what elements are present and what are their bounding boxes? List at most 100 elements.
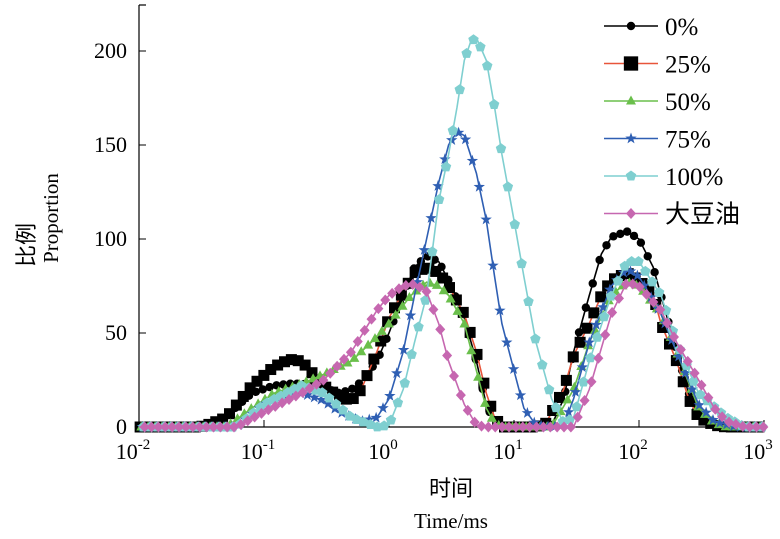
data-point <box>586 376 597 388</box>
legend-label: 75% <box>665 127 711 154</box>
data-point <box>249 411 260 423</box>
data-point <box>675 344 686 356</box>
data-point <box>598 311 610 322</box>
data-point <box>569 386 582 397</box>
data-point <box>485 400 497 412</box>
data-point <box>265 382 274 392</box>
data-point <box>409 267 421 279</box>
data-point <box>480 213 492 225</box>
data-point <box>619 260 630 271</box>
data-point <box>265 364 277 376</box>
legend-marker-diamond-icon <box>626 208 636 219</box>
data-point <box>347 393 359 405</box>
data-point <box>258 369 270 381</box>
data-point <box>244 382 256 394</box>
data-point <box>323 392 335 403</box>
data-point <box>494 304 506 316</box>
data-point <box>643 285 655 297</box>
data-point <box>306 367 318 379</box>
data-point <box>468 34 479 45</box>
data-point <box>376 325 387 335</box>
data-point <box>423 262 435 274</box>
data-point <box>616 229 625 239</box>
data-point <box>235 419 246 431</box>
data-point <box>653 286 665 297</box>
data-point <box>442 349 453 361</box>
data-point <box>581 303 591 312</box>
data-point <box>337 404 349 415</box>
y-tick-label: 50 <box>105 320 127 345</box>
plot-area <box>134 34 769 433</box>
data-point <box>146 421 157 433</box>
data-point <box>224 408 235 420</box>
data-point <box>707 413 719 425</box>
data-point <box>638 279 650 291</box>
data-point <box>602 280 614 292</box>
data-point <box>187 421 198 433</box>
data-point <box>679 367 692 378</box>
data-point <box>210 416 222 428</box>
data-point <box>428 303 439 315</box>
data-point <box>492 415 504 427</box>
data-point <box>461 47 472 58</box>
data-point <box>564 414 575 425</box>
data-point <box>208 421 219 433</box>
data-point <box>457 306 469 318</box>
x-axis-label: Time/ms <box>414 509 488 533</box>
data-point <box>339 353 349 365</box>
data-point <box>497 421 508 433</box>
data-point <box>684 395 696 407</box>
data-point <box>517 421 528 433</box>
data-point <box>669 331 679 343</box>
data-point <box>631 269 644 281</box>
data-point <box>370 333 380 343</box>
data-point <box>391 367 403 379</box>
data-point <box>400 280 411 292</box>
data-point <box>590 318 602 330</box>
data-point <box>751 421 762 433</box>
legend: 0% 25% 50% 75% 100% 大豆油 <box>604 14 740 229</box>
data-point <box>567 351 579 363</box>
data-point <box>363 339 374 349</box>
data-point <box>641 288 652 300</box>
data-point <box>421 286 432 298</box>
data-point <box>438 285 449 295</box>
data-point <box>242 415 253 427</box>
data-point <box>602 241 611 250</box>
data-point <box>311 378 322 390</box>
data-point <box>466 345 477 355</box>
data-point <box>605 290 617 301</box>
data-point <box>153 421 164 433</box>
data-point <box>404 309 417 321</box>
data-point <box>488 99 500 109</box>
data-point <box>593 352 604 364</box>
data-point <box>361 370 373 382</box>
data-point <box>664 338 675 350</box>
data-point <box>330 398 342 409</box>
data-point <box>452 305 463 315</box>
data-point <box>416 263 428 275</box>
data-point <box>670 355 682 367</box>
y-tick-label: 100 <box>94 226 127 251</box>
legend-label: 0% <box>665 14 698 41</box>
data-point <box>524 421 535 433</box>
data-point <box>490 421 501 433</box>
y-tick-label: 0 <box>116 414 127 439</box>
data-point <box>559 421 569 433</box>
data-point <box>507 363 520 374</box>
data-point <box>562 394 573 404</box>
data-point <box>633 256 644 267</box>
data-point <box>607 306 618 318</box>
data-point <box>758 421 769 433</box>
data-point <box>521 407 534 418</box>
data-point <box>445 293 456 303</box>
data-point <box>523 296 534 307</box>
data-point <box>700 406 712 418</box>
data-point <box>478 377 490 389</box>
data-point <box>215 421 226 433</box>
data-point <box>370 411 382 423</box>
data-point <box>292 355 304 367</box>
data-point <box>703 392 714 404</box>
data-point <box>650 268 659 277</box>
data-point <box>592 331 603 342</box>
